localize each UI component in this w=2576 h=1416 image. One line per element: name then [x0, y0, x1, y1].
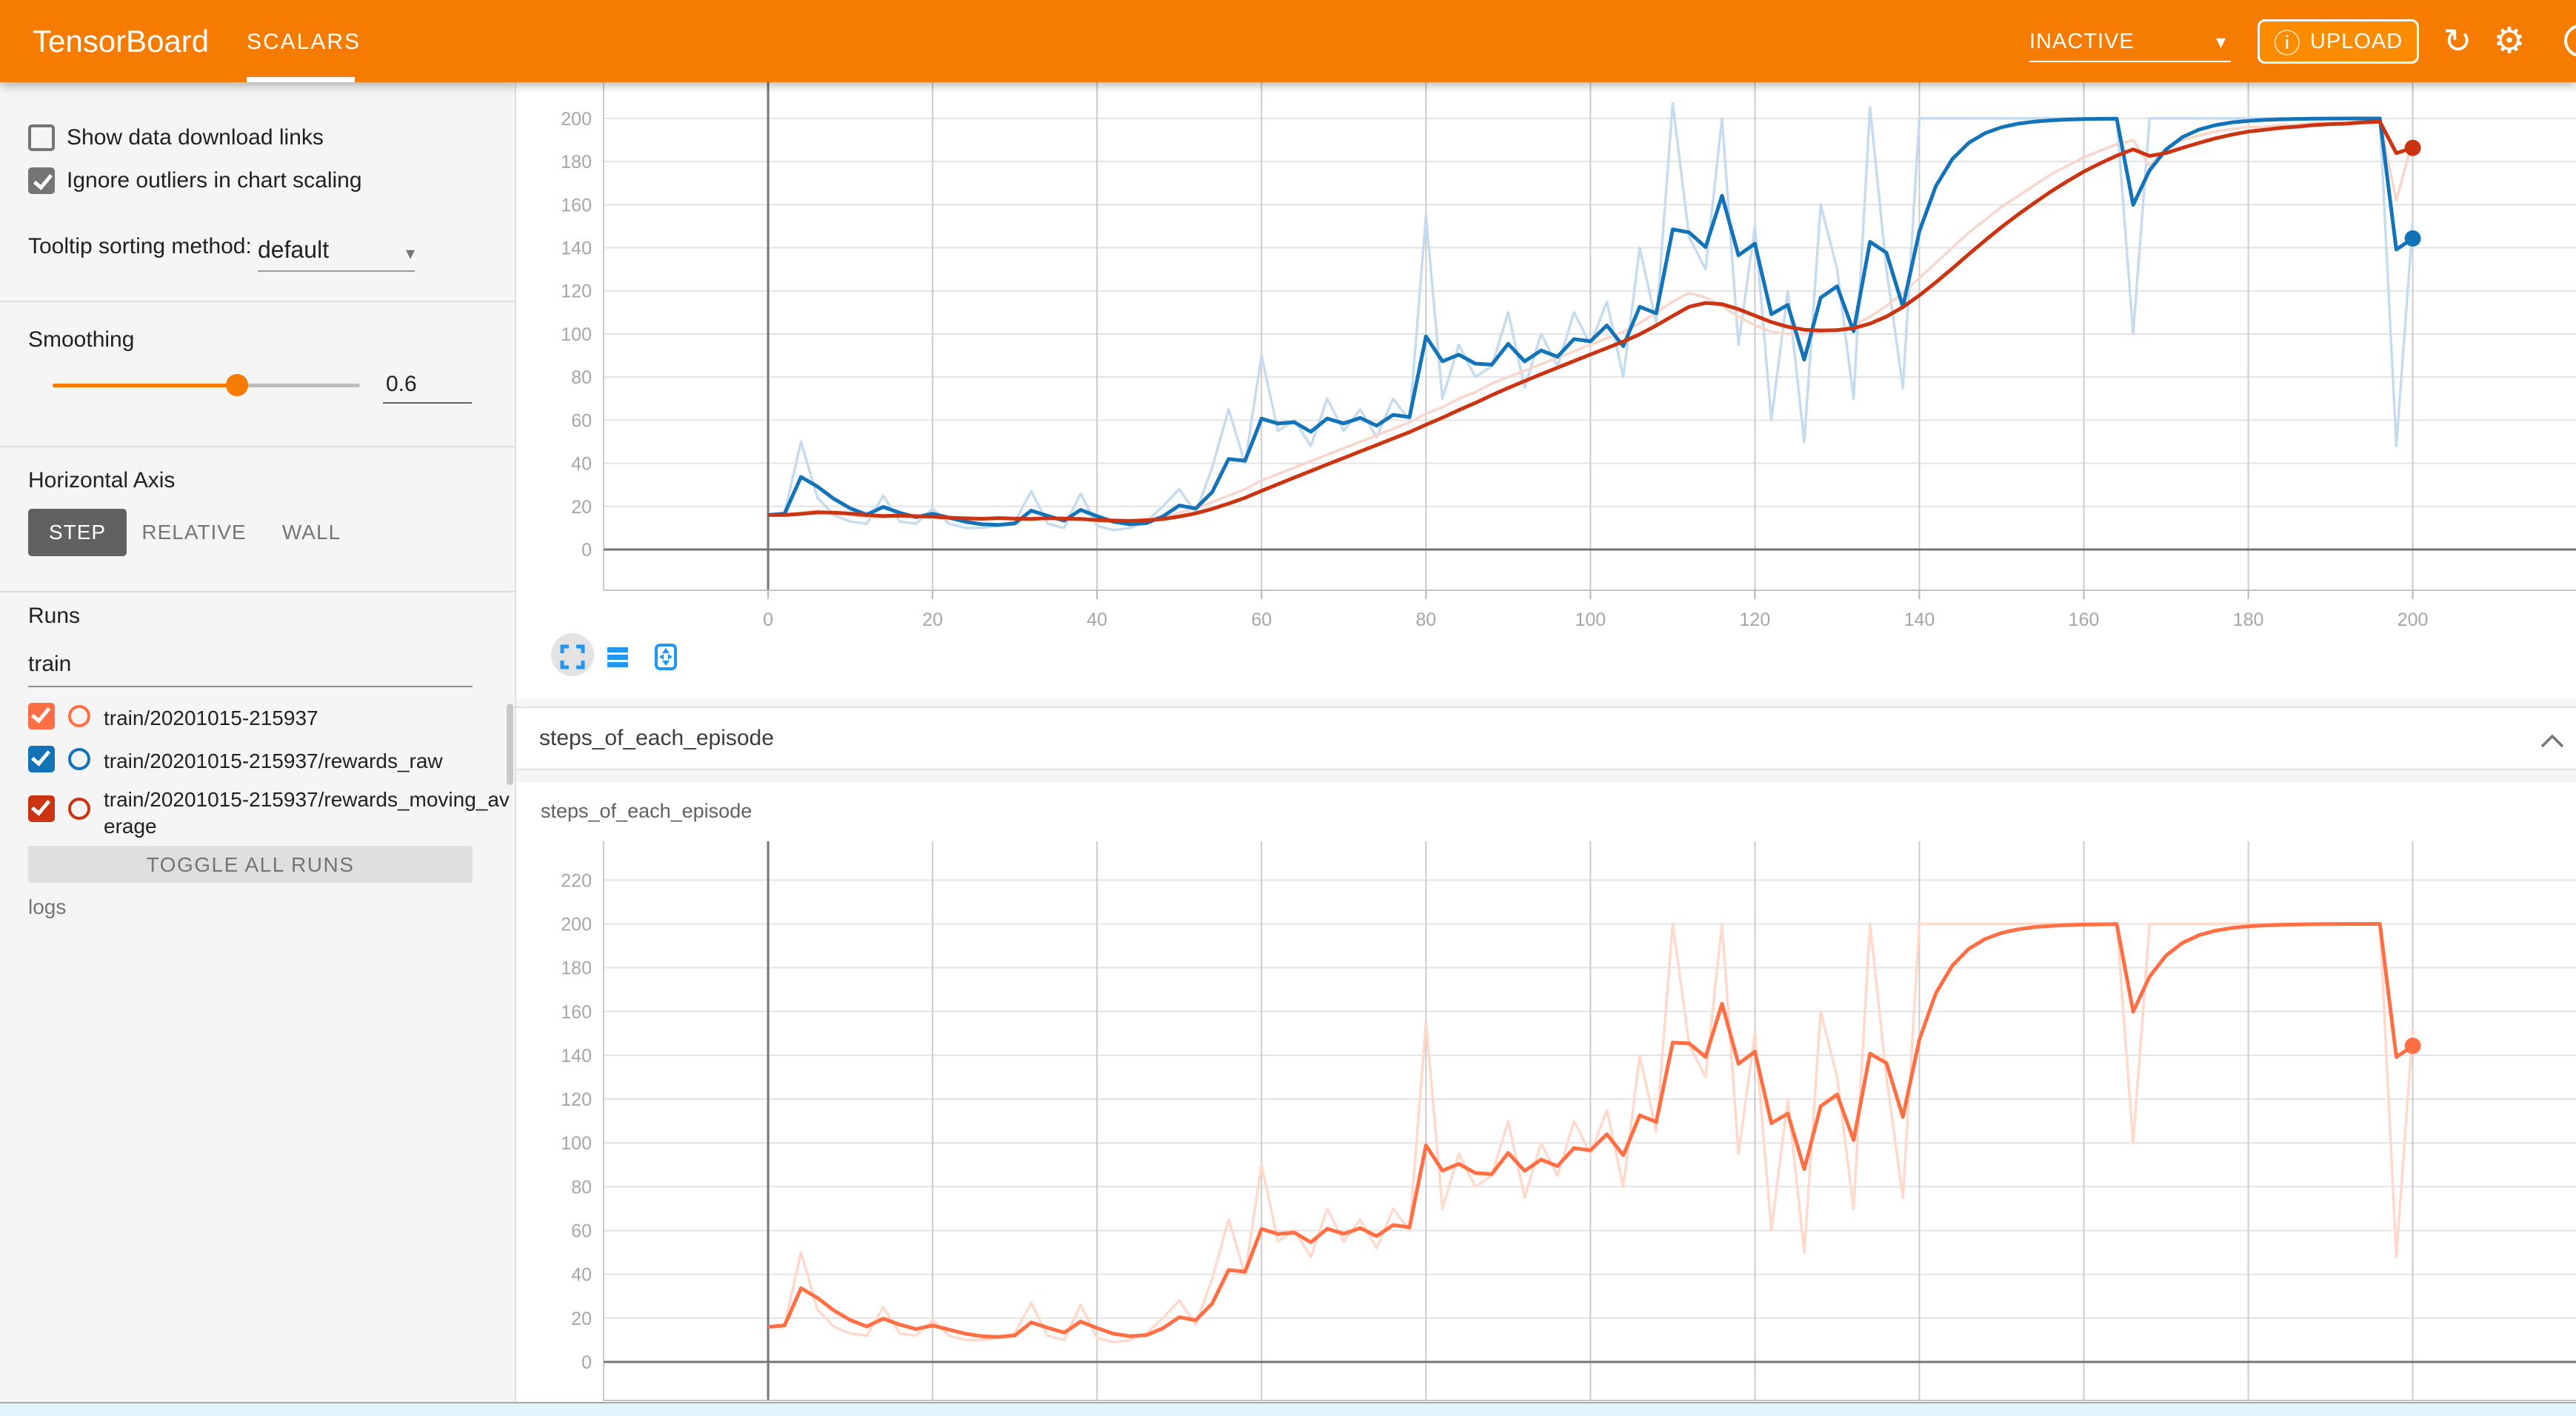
- section-header-steps-of-each-episode[interactable]: steps_of_each_episode: [516, 707, 2576, 770]
- svg-text:60: 60: [1251, 610, 1272, 630]
- svg-text:60: 60: [571, 410, 592, 431]
- smoothing-value-input[interactable]: 0.6: [383, 367, 472, 404]
- svg-text:200: 200: [561, 109, 592, 130]
- svg-text:120: 120: [1740, 610, 1771, 630]
- chevron-up-icon[interactable]: [2539, 733, 2566, 749]
- upload-button[interactable]: ⓘ UPLOAD: [2258, 19, 2419, 64]
- svg-text:100: 100: [561, 324, 592, 345]
- tooltip-sorting-label: Tooltip sorting method:: [28, 234, 252, 258]
- icon-hover-highlight: [551, 633, 594, 676]
- expand-chart-icon[interactable]: [557, 641, 588, 672]
- svg-text:60: 60: [571, 1221, 592, 1242]
- checkbox-label: Show data download links: [67, 125, 324, 150]
- svg-text:160: 160: [561, 1002, 592, 1023]
- info-icon: ⓘ: [2273, 28, 2301, 59]
- settings-sidebar: Show data download links Ignore outliers…: [0, 82, 516, 1402]
- data-status-value: INACTIVE: [2029, 30, 2135, 53]
- svg-text:80: 80: [571, 367, 592, 388]
- steps-of-each-episode-line-chart[interactable]: 0 20 40 60 80 100 120 140 160 180 200 220: [561, 841, 2576, 1401]
- svg-text:200: 200: [2398, 610, 2429, 630]
- dropdown-caret-icon: ▾: [2215, 30, 2226, 53]
- steps-chart-card: steps_of_each_episode: [516, 782, 2576, 1402]
- slider-fill: [53, 384, 237, 387]
- help-icon[interactable]: [2564, 24, 2576, 57]
- tooltip-sorting-value: default: [258, 236, 330, 263]
- slider-thumb[interactable]: [226, 374, 248, 396]
- svg-text:0: 0: [581, 1352, 592, 1373]
- top-app-bar: TensorBoard SCALARS INACTIVE ▾ ⓘ UPLOAD …: [0, 0, 2576, 82]
- svg-text:160: 160: [2069, 610, 2100, 630]
- sidebar-scrollbar-thumb[interactable]: [507, 704, 513, 785]
- svg-text:20: 20: [571, 1309, 592, 1329]
- run-checkbox[interactable]: [28, 795, 55, 822]
- svg-text:160: 160: [561, 195, 592, 216]
- axis-step-button[interactable]: STEP: [28, 509, 127, 556]
- horizontal-axis-label: Horizontal Axis: [28, 468, 176, 492]
- svg-text:80: 80: [571, 1177, 592, 1198]
- svg-text:120: 120: [561, 281, 592, 302]
- svg-text:180: 180: [561, 152, 592, 173]
- svg-text:180: 180: [561, 958, 592, 979]
- fit-domain-to-data-icon[interactable]: [650, 641, 681, 672]
- bottom-scroll-strip[interactable]: [0, 1402, 2576, 1416]
- svg-text:20: 20: [571, 497, 592, 518]
- divider: [0, 446, 516, 447]
- run-radio[interactable]: [68, 798, 90, 820]
- toggle-expanded-view-icon[interactable]: [602, 641, 633, 672]
- tooltip-sorting-select[interactable]: default ▾: [258, 233, 415, 272]
- run-checkbox[interactable]: [28, 703, 55, 729]
- svg-text:140: 140: [561, 238, 592, 259]
- run-label: train/20201015-215937/rewards_raw: [104, 749, 443, 772]
- svg-text:200: 200: [561, 914, 592, 935]
- run-radio[interactable]: [68, 705, 90, 727]
- svg-text:100: 100: [561, 1133, 592, 1154]
- dropdown-caret-icon: ▾: [405, 244, 415, 264]
- axis-wall-button[interactable]: WALL: [281, 521, 341, 544]
- smoothing-label: Smoothing: [28, 327, 135, 352]
- runs-filter-input[interactable]: train: [28, 643, 473, 687]
- run-checkbox[interactable]: [28, 746, 55, 772]
- svg-text:80: 80: [1415, 610, 1436, 630]
- tab-active-underline: [247, 77, 355, 82]
- runs-group-footer: logs: [28, 895, 67, 918]
- svg-text:100: 100: [1575, 610, 1606, 630]
- svg-text:180: 180: [2233, 610, 2264, 630]
- svg-text:220: 220: [561, 870, 592, 891]
- axis-relative-button[interactable]: RELATIVE: [141, 521, 247, 544]
- svg-text:40: 40: [571, 454, 592, 475]
- upload-button-label: UPLOAD: [2309, 29, 2403, 53]
- run-label: train/20201015-215937: [104, 707, 318, 729]
- divider: [0, 591, 516, 592]
- rewards-line-chart[interactable]: 0 20 40 60 80 100 120 140 160 180 200 0 20 40 60 80 100 1…: [561, 82, 2576, 630]
- svg-text:120: 120: [561, 1089, 592, 1110]
- svg-text:40: 40: [571, 1265, 592, 1286]
- refresh-icon[interactable]: ↻: [2443, 21, 2472, 60]
- ignore-outliers-checkbox[interactable]: [28, 167, 55, 194]
- tab-scalars[interactable]: SCALARS: [247, 30, 361, 54]
- svg-text:0: 0: [581, 540, 592, 561]
- svg-text:40: 40: [1087, 610, 1107, 630]
- chart-title: steps_of_each_episode: [541, 800, 753, 822]
- run-radio[interactable]: [68, 748, 90, 770]
- show-data-download-links-checkbox[interactable]: [28, 124, 55, 151]
- rewards-chart-card: [516, 0, 2576, 699]
- smoothing-slider[interactable]: [53, 374, 360, 396]
- toggle-all-runs-button[interactable]: TOGGLE ALL RUNS: [28, 846, 473, 883]
- gear-icon[interactable]: ⚙: [2493, 21, 2526, 61]
- svg-text:140: 140: [561, 1046, 592, 1066]
- divider: [0, 301, 516, 302]
- checkbox-label: Ignore outliers in chart scaling: [67, 168, 362, 193]
- svg-text:140: 140: [1904, 610, 1935, 630]
- svg-text:20: 20: [922, 610, 943, 630]
- svg-text:0: 0: [763, 610, 773, 630]
- app-title: TensorBoard: [33, 24, 210, 59]
- runs-label: Runs: [28, 604, 81, 628]
- section-title: steps_of_each_episode: [539, 726, 774, 750]
- run-label: train/20201015-215937/rewards_moving_ave…: [104, 788, 510, 838]
- data-status-select[interactable]: INACTIVE ▾: [2029, 22, 2231, 62]
